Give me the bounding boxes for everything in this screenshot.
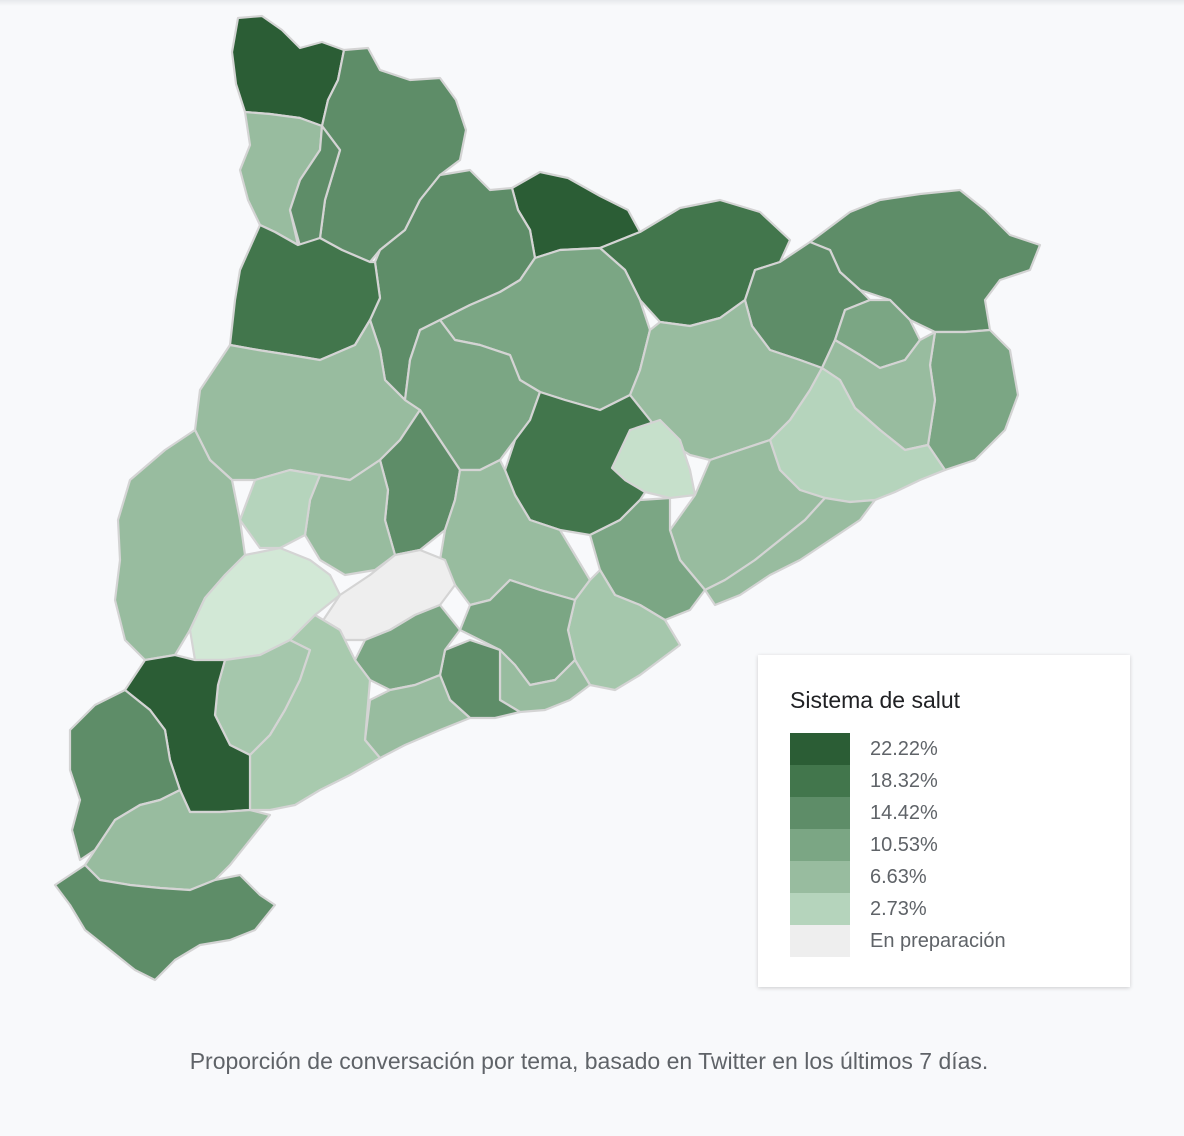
legend-item-5: 6.63%	[790, 861, 1130, 893]
legend-label: 18.32%	[870, 769, 938, 792]
region-montsia[interactable]	[53, 863, 277, 982]
legend-swatch	[790, 925, 850, 957]
map-caption: Proporción de conversación por tema, bas…	[189, 1048, 989, 1074]
legend-label: 2.73%	[870, 897, 927, 920]
top-shadow	[0, 0, 1184, 6]
region-maresme[interactable]	[703, 496, 877, 607]
legend-swatch	[790, 861, 850, 893]
legend-item-4: 10.53%	[790, 829, 1130, 861]
legend-item-2: 18.32%	[790, 765, 1130, 797]
legend-item-6: 2.73%	[790, 893, 1130, 925]
legend-label: 14.42%	[870, 801, 938, 824]
region-baix-camp[interactable]	[248, 613, 382, 812]
map-legend: Sistema de salut 22.22% 18.32% 14.42% 10…	[758, 655, 1130, 987]
legend-swatch	[790, 733, 850, 765]
legend-swatch	[790, 797, 850, 829]
legend-label: 10.53%	[870, 833, 938, 856]
legend-title: Sistema de salut	[790, 687, 961, 713]
legend-item-1: 22.22%	[790, 733, 1130, 765]
legend-label: En preparación	[870, 929, 1006, 952]
legend-item-7: En preparación	[790, 925, 1130, 957]
legend-swatch	[790, 829, 850, 861]
legend-item-3: 14.42%	[790, 797, 1130, 829]
legend-swatch	[790, 765, 850, 797]
region-moianes[interactable]	[610, 418, 697, 500]
region-baix-emporda[interactable]	[926, 328, 1020, 472]
legend-label: 6.63%	[870, 865, 927, 888]
legend-label: 22.22%	[870, 737, 938, 760]
legend-swatch	[790, 893, 850, 925]
region-pla-urgell[interactable]	[238, 468, 322, 550]
